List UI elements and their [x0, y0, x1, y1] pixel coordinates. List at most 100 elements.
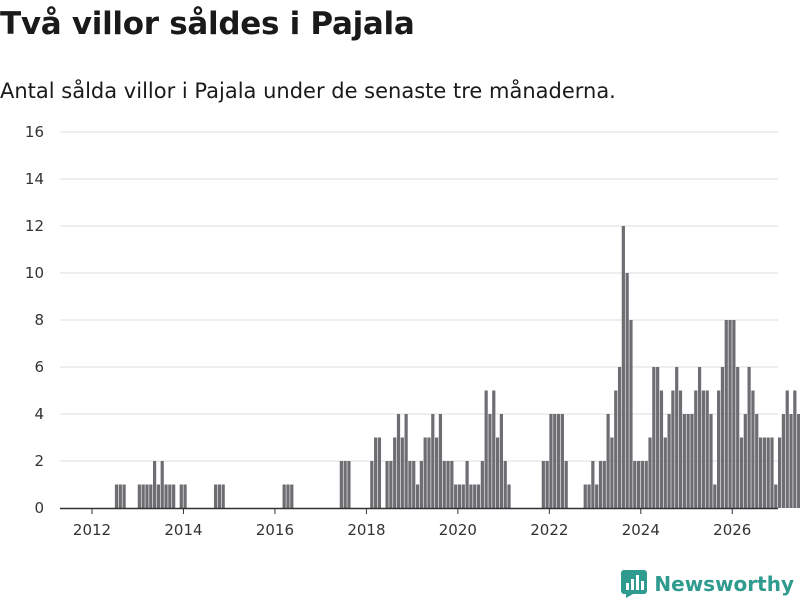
x-tick-label: 2018 [347, 521, 385, 539]
bar [770, 437, 774, 508]
bar [290, 484, 294, 508]
bar [419, 461, 423, 508]
y-tick-label: 8 [34, 311, 44, 329]
bar [598, 461, 603, 508]
bar [396, 414, 401, 508]
bar [720, 367, 725, 508]
bar [781, 414, 786, 508]
bar [343, 461, 347, 508]
bar [614, 390, 618, 508]
newsworthy-wordmark: Newsworthy [654, 572, 794, 596]
x-tick-label: 2026 [713, 521, 751, 539]
bar [739, 437, 744, 508]
y-tick-label: 14 [25, 170, 44, 188]
bar [629, 320, 633, 508]
y-tick-label: 6 [34, 358, 44, 376]
bar [606, 414, 610, 508]
bar [709, 414, 713, 508]
bar [446, 461, 450, 508]
tick-labels: 0246810121416220122014201620182020202220… [25, 123, 751, 539]
bar [602, 461, 606, 508]
x-tick-label: 2016 [256, 521, 294, 539]
axes [60, 507, 778, 514]
chart-title: Två villor såldes i Pajala [0, 6, 415, 42]
bar [286, 484, 290, 508]
bar [636, 461, 641, 508]
bar [789, 414, 793, 508]
bar [476, 484, 481, 508]
bar [438, 414, 443, 508]
bar [671, 390, 675, 508]
bar [503, 461, 507, 508]
bar [465, 461, 469, 508]
bar [621, 226, 625, 508]
bar [560, 414, 564, 508]
newsworthy-brand[interactable]: Newsworthy [621, 569, 794, 599]
bar [499, 414, 503, 508]
bar [785, 390, 789, 508]
bar [659, 390, 664, 508]
bar [164, 484, 168, 508]
bar [454, 484, 458, 508]
bar [724, 320, 728, 508]
bar [743, 414, 747, 508]
bar [141, 484, 145, 508]
bar [610, 437, 614, 508]
x-tick-label: 2012 [73, 521, 111, 539]
bar [480, 461, 484, 508]
bar [435, 437, 439, 508]
bar [213, 484, 218, 508]
bar [423, 437, 427, 508]
bar [690, 414, 694, 508]
bar [282, 484, 286, 508]
bar [778, 437, 782, 508]
x-tick-label: 2024 [622, 521, 660, 539]
bar [347, 461, 351, 508]
bar [717, 390, 721, 508]
bar [473, 484, 477, 508]
bar [633, 461, 637, 508]
bar [495, 437, 500, 508]
bar [172, 484, 176, 508]
y-tick-label: 2 [34, 452, 44, 470]
bar [370, 461, 374, 508]
bar [694, 390, 698, 508]
bar [701, 390, 705, 508]
bar [678, 390, 683, 508]
bar [774, 484, 778, 508]
bar [149, 484, 153, 508]
bar [179, 484, 183, 508]
bar [675, 367, 679, 508]
bar [408, 461, 412, 508]
bar [145, 484, 149, 508]
bar [152, 461, 157, 508]
bar [797, 414, 800, 508]
bar [652, 367, 656, 508]
bar [766, 437, 770, 508]
y-tick-label: 12 [25, 217, 44, 235]
bar [640, 461, 645, 508]
x-tick-label: 2020 [439, 521, 477, 539]
bar [114, 484, 119, 508]
bar [412, 461, 416, 508]
bar [747, 367, 751, 508]
bar [431, 414, 435, 508]
bar [400, 437, 404, 508]
bar [625, 273, 629, 508]
bar [374, 437, 378, 508]
bar-chart: 0246810121416220122014201620182020202220… [25, 123, 800, 539]
bars [114, 226, 800, 508]
bar [404, 414, 408, 508]
bar [648, 437, 652, 508]
bar [587, 484, 591, 508]
bar [389, 461, 393, 508]
bar [556, 414, 561, 508]
bar [469, 484, 473, 508]
bar [644, 461, 648, 508]
bar [697, 367, 702, 508]
bar [736, 367, 740, 508]
bar [758, 437, 763, 508]
bar [221, 484, 225, 508]
bar [156, 484, 161, 508]
bar [377, 437, 382, 508]
